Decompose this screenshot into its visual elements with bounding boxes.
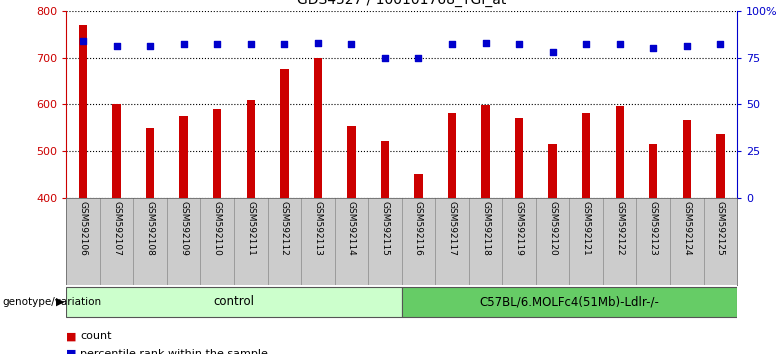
Text: GSM592116: GSM592116 [414,201,423,256]
Point [412,55,424,60]
Bar [179,116,188,198]
Point [680,44,693,49]
Bar [112,104,121,198]
Point [76,38,90,44]
Bar [414,174,423,198]
Bar [314,58,322,198]
Bar [515,118,523,198]
Text: GSM592111: GSM592111 [246,201,255,256]
Text: GSM592122: GSM592122 [615,201,624,256]
Bar [615,106,624,198]
Point [177,41,190,47]
Point [244,41,257,47]
Bar [682,120,691,198]
Text: GSM592123: GSM592123 [649,201,658,256]
Text: GSM592114: GSM592114 [347,201,356,256]
Bar [402,287,737,317]
Text: ■: ■ [66,331,76,341]
Point [144,44,156,49]
Bar [213,109,222,198]
Point [278,41,290,47]
Point [580,41,593,47]
Text: percentile rank within the sample: percentile rank within the sample [80,349,268,354]
Bar [280,69,289,198]
Text: GSM592110: GSM592110 [213,201,222,256]
Text: GSM592109: GSM592109 [179,201,188,256]
Point [647,45,660,51]
Text: GSM592113: GSM592113 [314,201,322,256]
Bar [481,105,490,198]
Bar [146,128,154,198]
Point [111,44,123,49]
Point [546,49,558,55]
Bar [649,144,658,198]
Bar [79,25,87,198]
Point [714,41,727,47]
Point [345,41,357,47]
Point [379,55,391,60]
Text: GSM592112: GSM592112 [280,201,289,256]
Bar [66,287,402,317]
Text: GSM592119: GSM592119 [515,201,523,256]
Point [513,41,526,47]
Point [211,41,224,47]
Text: C57BL/6.MOLFc4(51Mb)-Ldlr-/-: C57BL/6.MOLFc4(51Mb)-Ldlr-/- [480,295,659,308]
Text: GSM592121: GSM592121 [582,201,590,256]
Text: GSM592124: GSM592124 [682,201,691,256]
Text: GSM592115: GSM592115 [381,201,389,256]
Title: GDS4527 / 100101768_TGI_at: GDS4527 / 100101768_TGI_at [297,0,506,7]
Text: GSM592117: GSM592117 [448,201,456,256]
Bar [381,141,389,198]
Text: genotype/variation: genotype/variation [2,297,101,307]
Bar [246,100,255,198]
Bar [716,134,725,198]
Point [479,40,492,45]
Point [614,41,626,47]
Text: ▶: ▶ [56,297,64,307]
Text: GSM592108: GSM592108 [146,201,154,256]
Text: control: control [214,295,254,308]
Text: GSM592120: GSM592120 [548,201,557,256]
Text: GSM592125: GSM592125 [716,201,725,256]
Text: GSM592107: GSM592107 [112,201,121,256]
Text: GSM592106: GSM592106 [79,201,87,256]
Bar [582,113,590,198]
Bar [347,126,356,198]
Text: GSM592118: GSM592118 [481,201,490,256]
Point [446,41,459,47]
Point [312,40,324,45]
Bar [448,113,456,198]
Bar [548,144,557,198]
Text: ■: ■ [66,349,76,354]
Text: count: count [80,331,112,341]
